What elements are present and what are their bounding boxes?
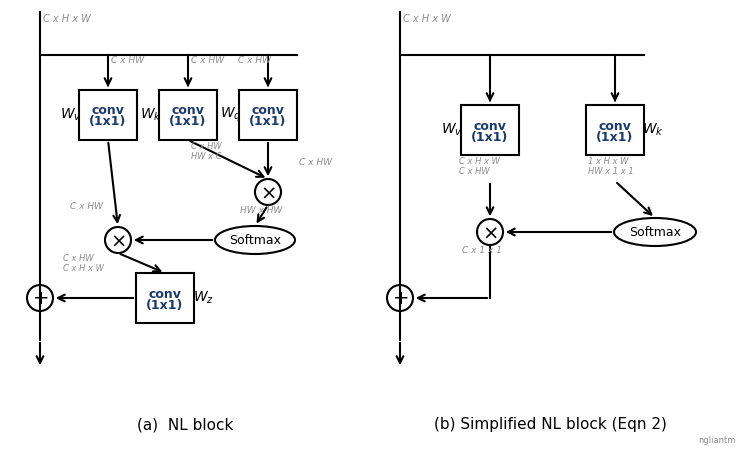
Text: $\times$: $\times$: [110, 232, 126, 251]
Text: (1x1): (1x1): [146, 299, 184, 312]
Text: conv: conv: [251, 105, 285, 118]
Text: $W_k$: $W_k$: [140, 107, 162, 123]
Text: Softmax: Softmax: [629, 226, 681, 239]
Text: conv: conv: [92, 105, 124, 118]
Text: ngliantm: ngliantm: [698, 436, 736, 445]
Bar: [136, 273, 194, 323]
Bar: [586, 105, 644, 155]
Text: (a)  NL block: (a) NL block: [137, 418, 234, 432]
Bar: [461, 105, 519, 155]
Bar: [159, 90, 217, 140]
Text: $\times$: $\times$: [482, 224, 498, 242]
Text: (b) Simplified NL block (Eqn 2): (b) Simplified NL block (Eqn 2): [434, 418, 667, 432]
Text: (1x1): (1x1): [249, 115, 287, 128]
Text: C x H x W: C x H x W: [43, 14, 91, 24]
Text: $W_q$: $W_q$: [220, 106, 242, 124]
Text: HW x HW: HW x HW: [240, 206, 282, 215]
Text: C x HW: C x HW: [111, 56, 144, 65]
Text: C x HW: C x HW: [191, 56, 224, 65]
Text: (1x1): (1x1): [89, 115, 126, 128]
Bar: [79, 90, 137, 140]
Text: $W_z$: $W_z$: [194, 290, 214, 306]
Text: conv: conv: [171, 105, 205, 118]
Text: Softmax: Softmax: [229, 234, 281, 247]
Text: $W_v$: $W_v$: [60, 107, 82, 123]
Text: C x HW: C x HW: [238, 56, 271, 65]
Text: (1x1): (1x1): [596, 131, 633, 144]
Bar: [239, 90, 297, 140]
Text: C x H x W
C x HW: C x H x W C x HW: [459, 157, 500, 176]
Text: $+$: $+$: [32, 290, 48, 308]
Text: C x HW: C x HW: [299, 158, 332, 167]
Text: conv: conv: [599, 119, 631, 132]
Text: $\times$: $\times$: [260, 184, 276, 202]
Text: (1x1): (1x1): [169, 115, 207, 128]
Text: conv: conv: [149, 287, 182, 300]
Text: C x HW
HW x C: C x HW HW x C: [191, 142, 222, 161]
Text: $W_v$: $W_v$: [441, 122, 463, 138]
Text: $W_k$: $W_k$: [642, 122, 664, 138]
Text: 1 x H x W
HW x 1 x 1: 1 x H x W HW x 1 x 1: [588, 157, 634, 176]
Text: conv: conv: [474, 119, 506, 132]
Text: (1x1): (1x1): [471, 131, 508, 144]
Text: C x HW: C x HW: [70, 202, 103, 211]
Text: C x H x W: C x H x W: [403, 14, 451, 24]
Text: C x HW
C x H x W: C x HW C x H x W: [63, 254, 104, 273]
Text: C x 1 x 1: C x 1 x 1: [462, 246, 502, 255]
Text: $+$: $+$: [392, 290, 408, 308]
